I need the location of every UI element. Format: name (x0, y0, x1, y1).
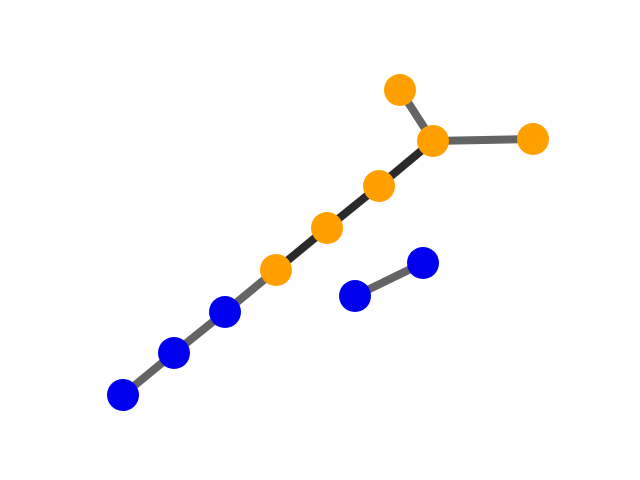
graph-node-n2 (158, 337, 190, 369)
graph-node-n5 (311, 212, 343, 244)
graph-node-n8 (384, 74, 416, 106)
graph-node-n6 (363, 170, 395, 202)
graph-node-n4 (260, 254, 292, 286)
graph-edge-n7-n9 (432, 135, 534, 145)
graph-node-n1 (107, 379, 139, 411)
node-layer (107, 74, 549, 411)
graph-node-n11 (407, 247, 439, 279)
graph-node-n10 (339, 280, 371, 312)
graph-node-n9 (517, 123, 549, 155)
graph-node-n7 (417, 125, 449, 157)
graph-node-n3 (209, 296, 241, 328)
